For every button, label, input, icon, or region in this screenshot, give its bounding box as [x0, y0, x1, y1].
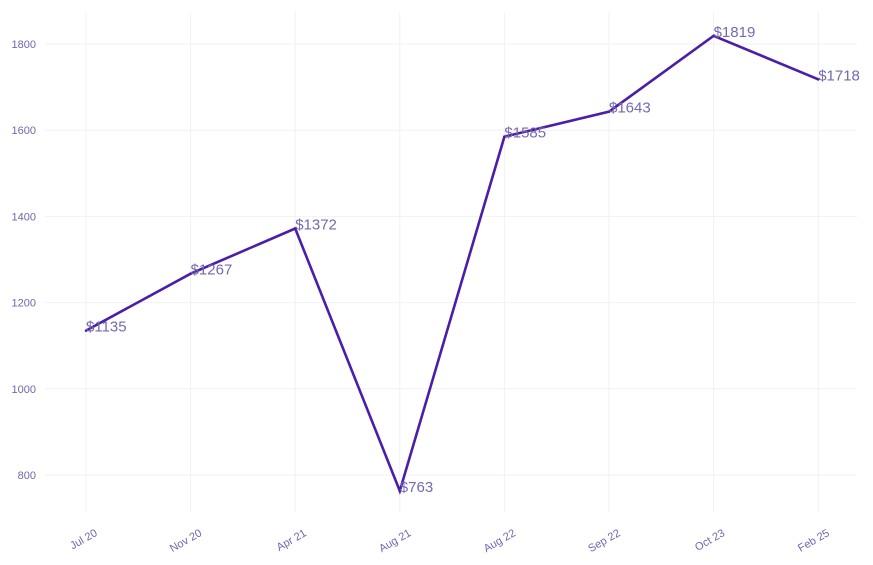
data-label: $1267	[191, 262, 233, 279]
y-tick-label: 1800	[12, 39, 36, 51]
data-label: $1372	[295, 216, 337, 233]
x-tick-label: Apr 21	[275, 527, 309, 554]
data-point	[503, 135, 506, 138]
data-point	[607, 110, 611, 113]
y-tick-label: 800	[18, 470, 36, 482]
x-tick-label: Sep 22	[586, 527, 622, 555]
series	[84, 34, 820, 495]
x-tick-label: Aug 22	[482, 527, 518, 555]
data-label: $1819	[714, 24, 756, 41]
x-tick-label: Aug 21	[377, 527, 413, 555]
data-point	[189, 272, 192, 276]
x-axis: Jul 20 Nov 20 Apr 21 Aug 21 Aug 22 Sep 22 Oct …	[68, 527, 832, 555]
data-labels: $1135 $1267 $1372 $763 $1585 $1643 $1819 $1718	[86, 24, 860, 496]
y-axis: 800 1000 1200 1400 1600 1800	[12, 39, 36, 482]
x-tick-label: Jul 20	[68, 527, 99, 552]
grid	[45, 12, 857, 512]
data-label: $763	[400, 479, 433, 496]
data-label: $1718	[818, 67, 860, 84]
data-point	[84, 329, 88, 332]
data-point	[293, 227, 297, 230]
data-label: $1643	[609, 100, 651, 117]
y-tick-label: 1400	[12, 211, 36, 223]
y-tick-label: 1200	[12, 298, 36, 310]
data-label: $1135	[86, 319, 127, 336]
y-tick-label: 1600	[12, 125, 36, 137]
x-tick-label: Oct 23	[693, 527, 727, 554]
x-tick-label: Nov 20	[168, 527, 204, 555]
x-tick-label: Feb 25	[796, 527, 832, 555]
data-point	[398, 489, 402, 493]
data-point	[712, 34, 715, 38]
data-point	[816, 78, 820, 81]
y-tick-label: 1000	[12, 384, 36, 396]
series-line	[85, 34, 819, 495]
data-label: $1585	[504, 125, 546, 142]
